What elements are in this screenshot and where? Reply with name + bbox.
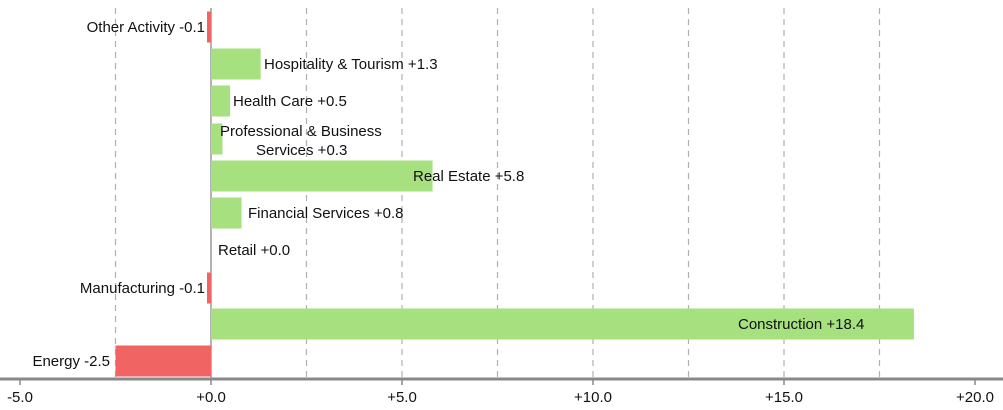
x-tick-label: -5.0 — [7, 389, 33, 406]
bars — [115, 11, 914, 377]
x-tick-label: +20.0 — [956, 389, 994, 406]
x-tick-label: +15.0 — [765, 389, 803, 406]
bar-manufacturing — [207, 272, 211, 304]
data-labels: Other Activity -0.1 Hospitality & Tourism… — [32, 19, 864, 370]
bar-health-care — [211, 85, 231, 117]
bar-real-estate — [211, 160, 433, 192]
bar-other-activity — [207, 11, 211, 43]
data-label: Other Activity -0.1 — [87, 19, 205, 36]
data-label: Hospitality & Tourism +1.3 — [264, 56, 438, 73]
data-label: Retail +0.0 — [218, 242, 290, 259]
x-tick-label: +10.0 — [574, 389, 612, 406]
bar-professional-business-services — [211, 123, 223, 155]
bar-financial-services — [211, 197, 242, 229]
data-label: Manufacturing -0.1 — [80, 280, 205, 297]
bar-energy — [115, 345, 211, 377]
data-label: Energy -2.5 — [32, 353, 110, 370]
data-label: Professional & Business Services +0.3 — [220, 123, 382, 159]
x-tick-label: +0.0 — [196, 389, 226, 406]
data-label: Health Care +0.5 — [233, 93, 347, 110]
bar-hospitality-tourism — [211, 48, 261, 80]
x-axis: -5.0 +0.0 +5.0 +10.0 +15.0 +20.0 — [0, 377, 1003, 406]
bar-construction — [211, 308, 914, 340]
data-label: Financial Services +0.8 — [248, 205, 404, 222]
data-label: Real Estate +5.8 — [413, 168, 524, 185]
x-tick-label: +5.0 — [387, 389, 417, 406]
data-label: Construction +18.4 — [738, 316, 864, 333]
